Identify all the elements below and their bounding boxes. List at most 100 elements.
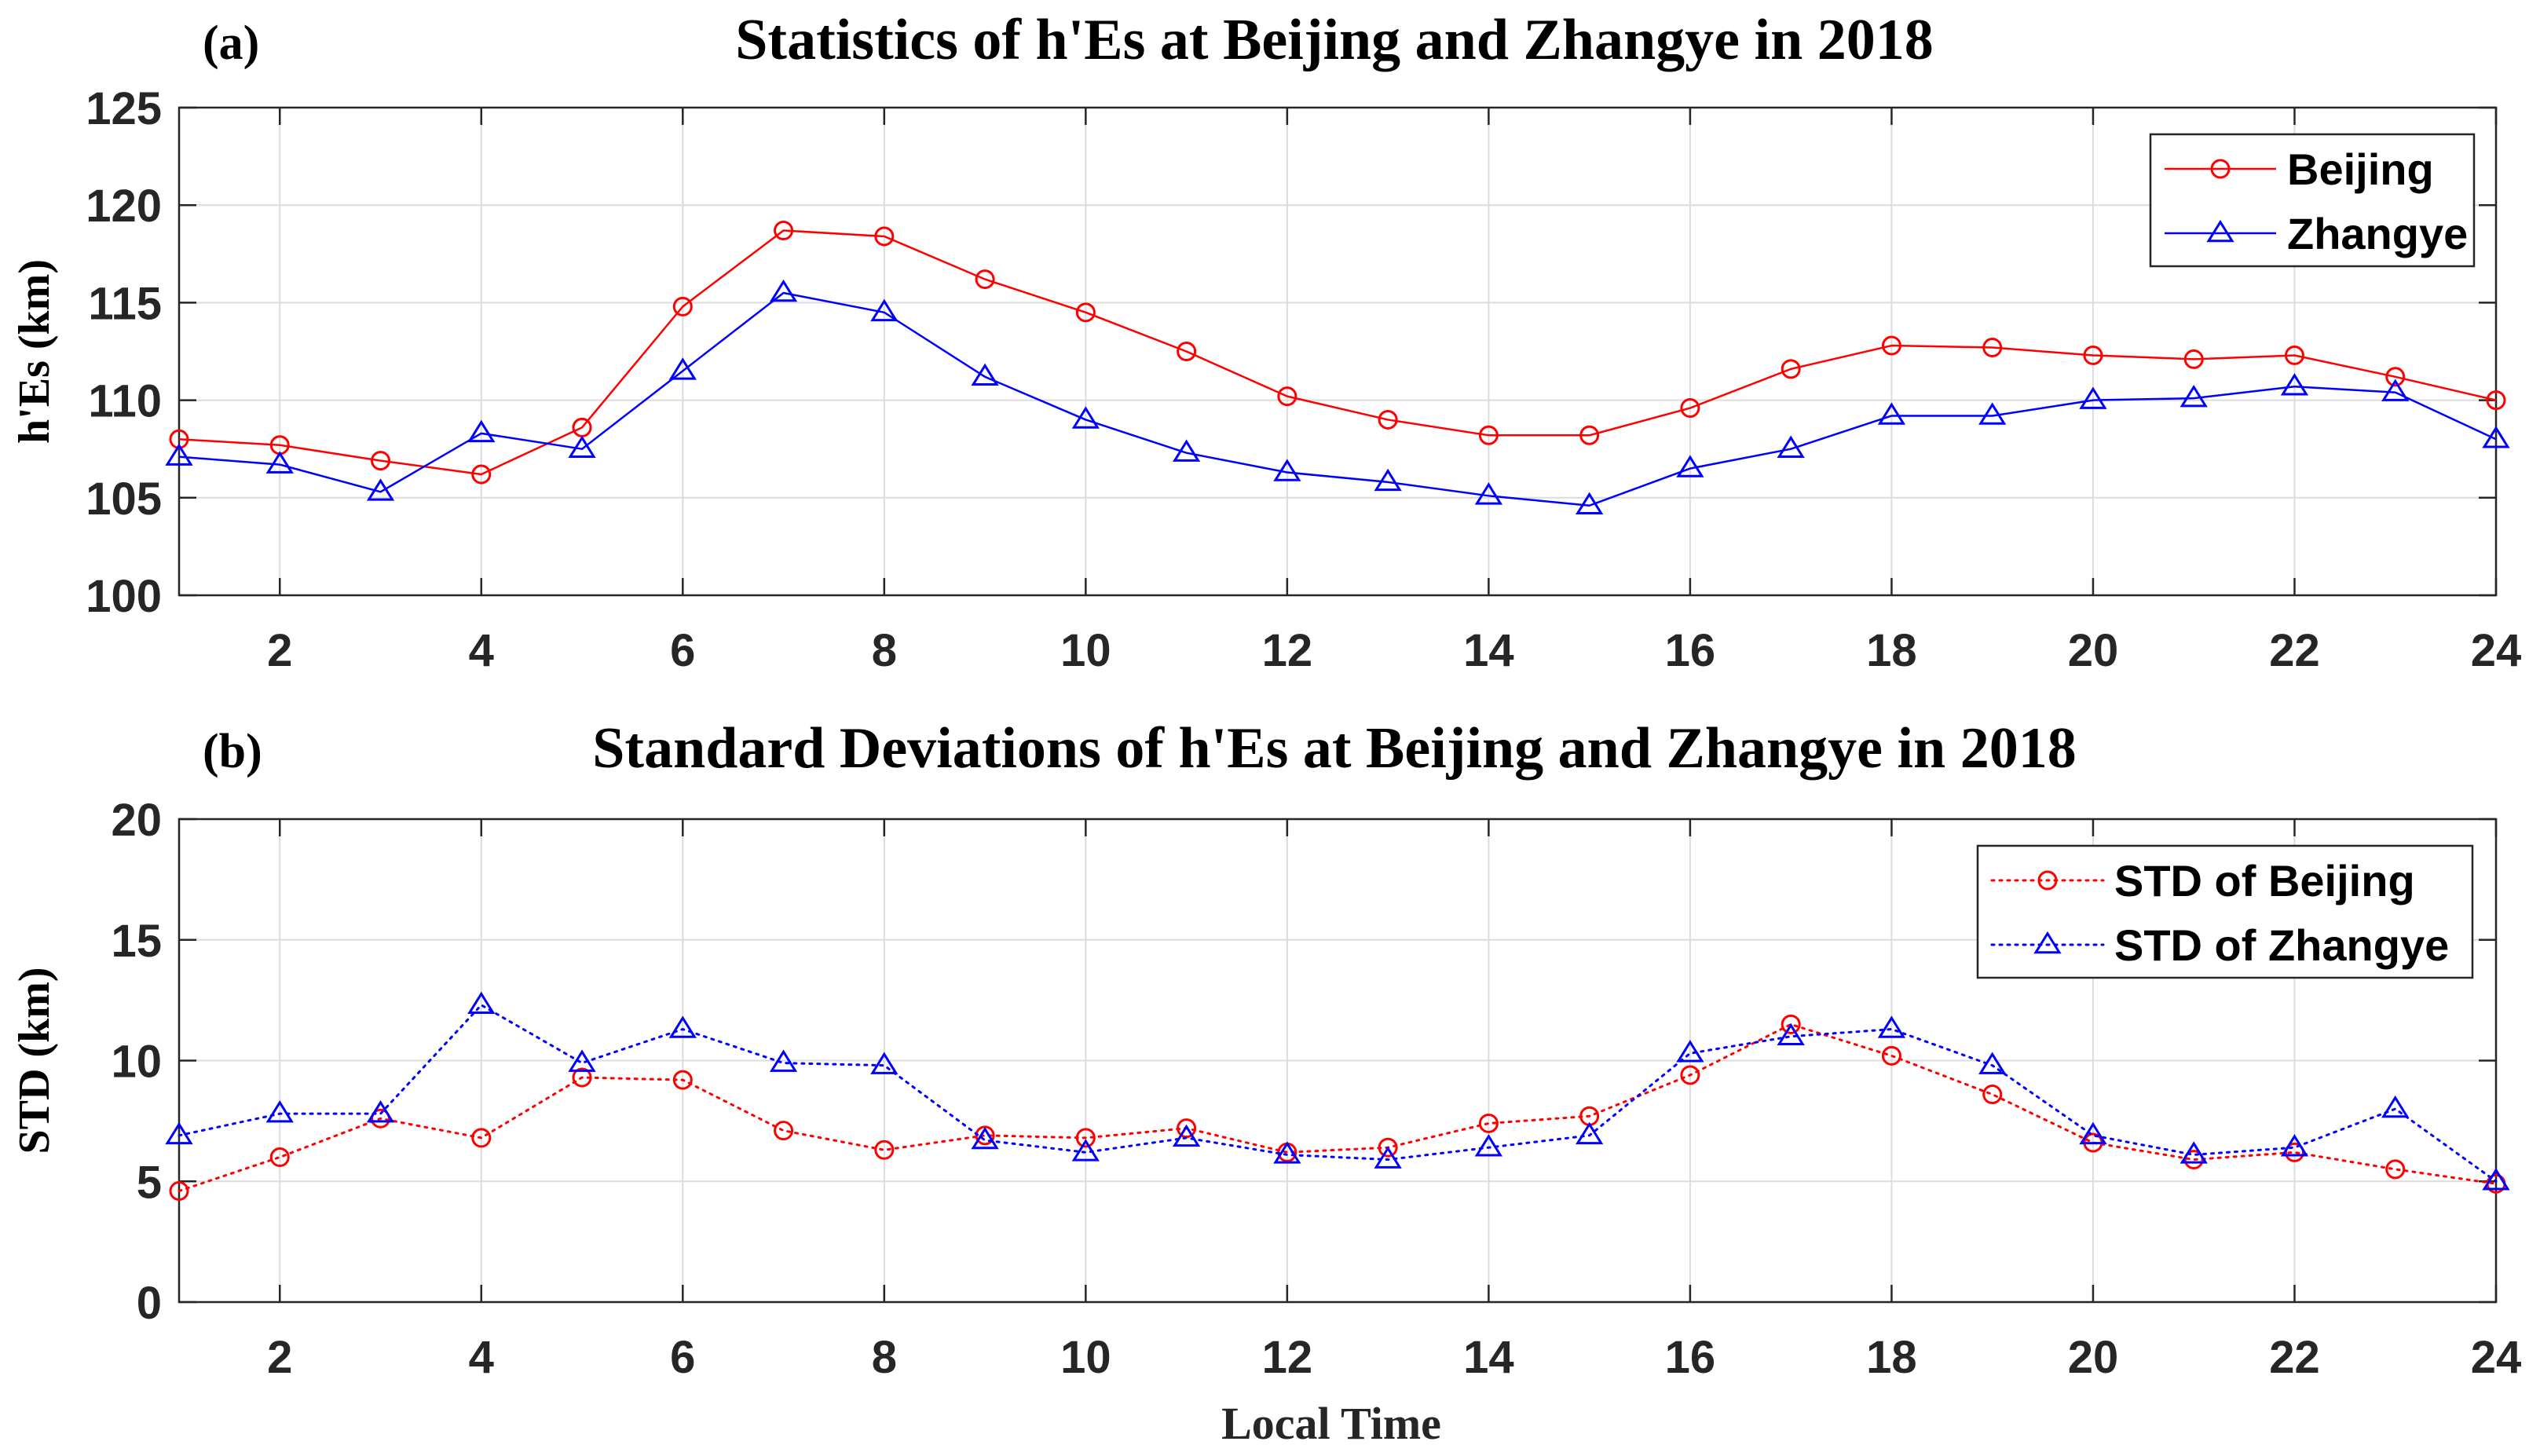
y-tick-label: 100: [86, 571, 162, 622]
data-point-triangle: [2482, 1168, 2510, 1191]
series-line: [178, 1022, 2498, 1193]
data-point-triangle: [1877, 402, 1906, 425]
data-point-triangle: [1273, 1141, 1301, 1164]
data-point-triangle: [1474, 482, 1503, 505]
x-tick-label: 6: [670, 625, 695, 676]
data-point-circle: [672, 1070, 693, 1090]
x-axis-label: Local Time: [1221, 1398, 1441, 1449]
data-point-circle: [169, 1181, 189, 1202]
data-point-triangle: [165, 443, 193, 466]
data-point-triangle: [2079, 386, 2107, 409]
data-point-triangle: [1576, 1121, 1604, 1145]
data-point-circle: [672, 296, 693, 316]
data-point-triangle: [1374, 1146, 1402, 1169]
data-point-circle: [471, 464, 492, 485]
x-tick-label: 12: [1262, 625, 1313, 676]
legend-entry: Beijing: [2287, 145, 2434, 194]
x-tick-label: 8: [872, 625, 897, 676]
data-point-circle: [774, 220, 794, 240]
data-point-circle: [1680, 398, 1700, 419]
chart-panel-a: 2 4 6 8 10 12 14 16 18 20 22 24100105110115120125St…: [10, 8, 2521, 676]
data-point-circle: [2183, 349, 2204, 369]
data-point-circle: [1881, 1045, 1901, 1066]
data-point-circle: [2284, 345, 2304, 365]
data-point-circle: [169, 429, 189, 449]
data-point-circle: [572, 1067, 592, 1088]
data-point-circle: [874, 226, 895, 247]
series-beijing: [169, 220, 2506, 485]
data-point-triangle: [1474, 1134, 1503, 1157]
legend: Beijing Zhangye: [2149, 133, 2476, 268]
data-point-triangle: [2079, 1121, 2107, 1145]
y-axis-label: STD (km): [10, 967, 59, 1154]
y-axis-label: h'Es (km): [10, 259, 59, 444]
data-point-triangle: [769, 279, 798, 302]
data-point-triangle: [1172, 439, 1201, 462]
data-point-triangle: [2381, 379, 2410, 401]
legend-marker-triangle: [2206, 219, 2234, 243]
series-line: [178, 229, 2497, 476]
y-tick-label: 120: [86, 181, 162, 232]
data-point-circle: [1579, 425, 1600, 445]
data-point-circle: [471, 1128, 492, 1148]
x-tick-label: 8: [872, 1332, 897, 1383]
y-tick-label: 5: [137, 1157, 162, 1208]
data-point-triangle: [2280, 1134, 2309, 1157]
panel-label: (a): [203, 16, 259, 70]
x-tick-label: 22: [2269, 1332, 2320, 1383]
data-point-triangle: [1576, 492, 1604, 514]
legend-box: [1976, 844, 2474, 979]
data-point-circle: [1982, 1085, 2003, 1105]
x-tick-label: 20: [2068, 625, 2119, 676]
data-point-triangle: [870, 298, 899, 322]
data-point-triangle: [2381, 1095, 2410, 1118]
x-tick-label: 16: [1665, 625, 1716, 676]
data-point-circle: [1075, 302, 1096, 323]
data-point-circle: [269, 1147, 290, 1167]
data-point-circle: [1680, 1065, 1700, 1085]
data-point-triangle: [366, 478, 395, 501]
data-point-triangle: [668, 357, 697, 380]
series-line: [178, 1004, 2498, 1183]
y-tick-label: 105: [86, 474, 162, 525]
legend-entry: STD of Zhangye: [2114, 920, 2449, 970]
data-point-triangle: [366, 1100, 395, 1123]
data-point-triangle: [1676, 1040, 1704, 1063]
data-point-circle: [1177, 342, 1197, 361]
series-std-of-zhangye: [165, 991, 2510, 1191]
data-point-triangle: [1071, 1139, 1100, 1162]
plot-area: [179, 108, 2496, 595]
x-tick-label: 18: [1866, 625, 1917, 676]
data-point-triangle: [1273, 459, 1301, 481]
data-point-triangle: [467, 419, 496, 443]
data-point-circle: [1781, 1014, 1801, 1034]
y-tick-label: 125: [86, 83, 162, 134]
data-point-circle: [1378, 409, 1398, 430]
data-point-triangle: [1978, 402, 2007, 425]
data-point-triangle: [1777, 1022, 1805, 1045]
data-point-circle: [774, 1121, 794, 1141]
data-point-triangle: [265, 1100, 294, 1123]
data-point-triangle: [668, 1015, 697, 1038]
data-point-circle: [1982, 338, 2003, 358]
data-point-circle: [1075, 1128, 1096, 1148]
x-tick-label: 24: [2471, 1332, 2522, 1383]
data-point-triangle: [1374, 468, 1402, 492]
data-point-circle: [1478, 425, 1499, 445]
axes-frame: [178, 106, 2498, 597]
series-zhangye: [165, 279, 2510, 514]
data-point-triangle: [1777, 435, 1805, 458]
legend-marker-circle: [2210, 159, 2231, 179]
data-point-circle: [975, 269, 995, 290]
legend: STD of Beijing STD of Zhangye: [1976, 844, 2474, 979]
data-point-triangle: [1676, 455, 1704, 477]
series-line: [178, 291, 2497, 507]
x-tick-label: 24: [2471, 625, 2522, 676]
y-tick-label: 110: [88, 376, 162, 427]
data-point-triangle: [971, 1126, 999, 1150]
x-tick-label: 10: [1060, 1332, 1111, 1383]
x-tick-label: 4: [469, 1332, 494, 1383]
panel-label: (b): [203, 725, 262, 778]
